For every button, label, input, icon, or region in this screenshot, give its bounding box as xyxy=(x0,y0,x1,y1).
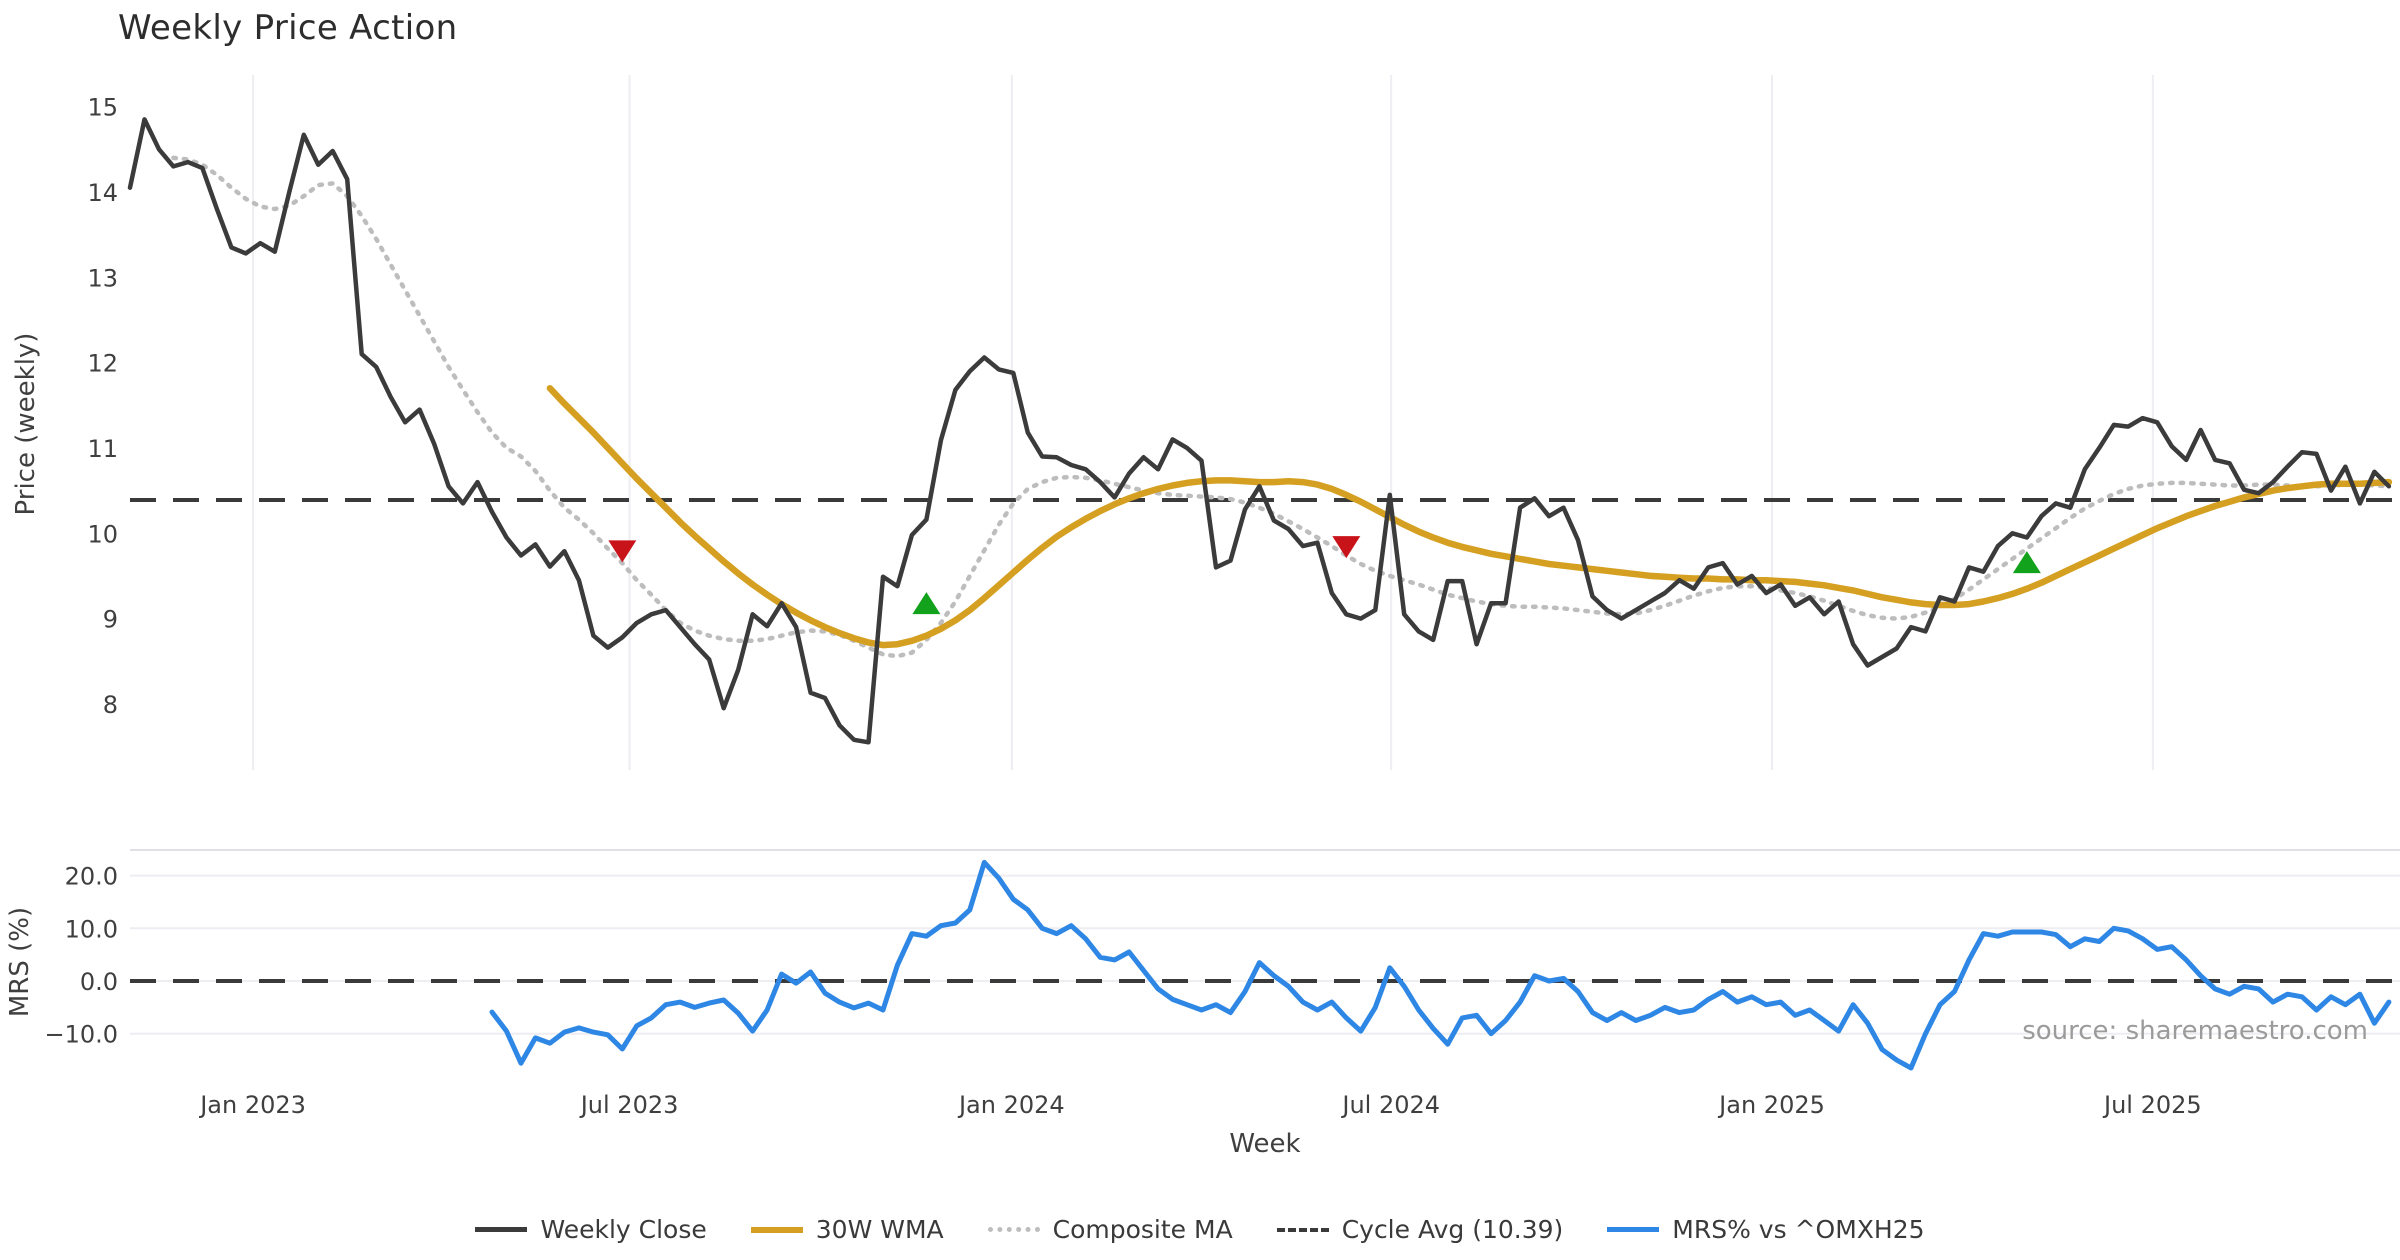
legend-label: Composite MA xyxy=(1052,1215,1233,1244)
y-axis-title-mrs: MRS (%) xyxy=(5,907,35,1017)
x-tick-label: Jul 2025 xyxy=(2102,1091,2202,1119)
mrs-tick-label: 0.0 xyxy=(80,968,118,996)
legend-label: Cycle Avg (10.39) xyxy=(1341,1215,1564,1244)
price-tick-label: 13 xyxy=(87,264,118,292)
mrs-tick-label: 20.0 xyxy=(65,863,118,891)
legend-swatch xyxy=(987,1227,1040,1232)
legend-swatch xyxy=(750,1226,803,1233)
mrs-tick-label: −10.0 xyxy=(44,1021,118,1049)
series-mrs xyxy=(489,859,2392,1071)
series-30w-wma xyxy=(546,384,2393,649)
source-note: source: sharemaestro.com xyxy=(2022,1016,2368,1046)
x-tick-label: Jan 2025 xyxy=(1717,1091,1825,1119)
legend-item-30w-wma: 30W WMA xyxy=(750,1215,944,1244)
price-tick-label: 10 xyxy=(87,520,118,548)
chart-legend: Weekly Close 30W WMA Composite MA Cycle Avg… xyxy=(0,1215,2400,1244)
series-composite-ma xyxy=(171,155,2392,659)
series-weekly-close xyxy=(127,117,2392,745)
legend-label: MRS% vs ^OMXH25 xyxy=(1672,1215,1925,1244)
price-tick-label: 14 xyxy=(87,179,118,207)
sell-signal-marker xyxy=(1332,536,1361,559)
legend-item-weekly-close: Weekly Close xyxy=(475,1215,707,1244)
sell-signal-marker xyxy=(608,540,637,563)
legend-item-mrs-vs-omxh25: MRS% vs ^OMXH25 xyxy=(1607,1215,1925,1244)
y-axis-title-price: Price (weekly) xyxy=(11,333,41,516)
price-tick-label: 12 xyxy=(87,350,118,378)
legend-swatch xyxy=(1276,1227,1329,1232)
price-tick-label: 11 xyxy=(87,435,118,463)
legend-item-cycle-avg-10-39-: Cycle Avg (10.39) xyxy=(1276,1215,1564,1244)
price-tick-label: 9 xyxy=(103,606,118,634)
page-title: Weekly Price Action xyxy=(118,8,458,48)
mrs-tick-label: 10.0 xyxy=(65,915,118,943)
legend-label: 30W WMA xyxy=(815,1215,944,1244)
legend-swatch xyxy=(475,1227,528,1232)
x-tick-label: Jul 2024 xyxy=(1340,1091,1440,1119)
legend-label: Weekly Close xyxy=(540,1215,707,1244)
buy-signal-marker xyxy=(912,592,941,615)
x-tick-label: Jul 2023 xyxy=(579,1091,679,1119)
x-axis-title: Week xyxy=(1229,1129,1300,1159)
legend-swatch xyxy=(1607,1227,1660,1232)
legend-item-composite-ma: Composite MA xyxy=(987,1215,1233,1244)
x-tick-label: Jan 2024 xyxy=(957,1091,1065,1119)
x-tick-label: Jan 2023 xyxy=(198,1091,306,1119)
price-tick-label: 15 xyxy=(87,94,118,122)
buy-signal-marker xyxy=(2012,551,2041,574)
price-tick-label: 8 xyxy=(103,691,118,719)
